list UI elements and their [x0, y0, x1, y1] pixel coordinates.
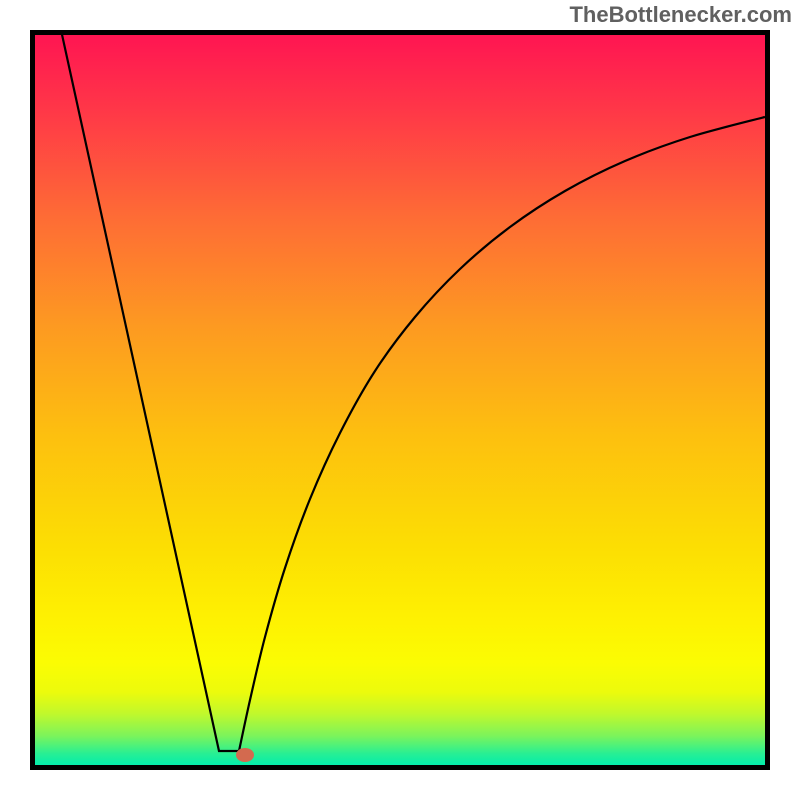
optimal-point-marker — [236, 748, 254, 762]
chart-frame-bottom — [30, 765, 770, 770]
watermark-text: TheBottlenecker.com — [569, 2, 792, 28]
bottleneck-curve — [35, 35, 765, 765]
plot-area — [35, 35, 765, 765]
chart-frame-right — [765, 30, 770, 770]
bottleneck-chart: TheBottlenecker.com — [0, 0, 800, 800]
chart-frame-top — [30, 30, 770, 35]
chart-frame-left — [30, 30, 35, 770]
